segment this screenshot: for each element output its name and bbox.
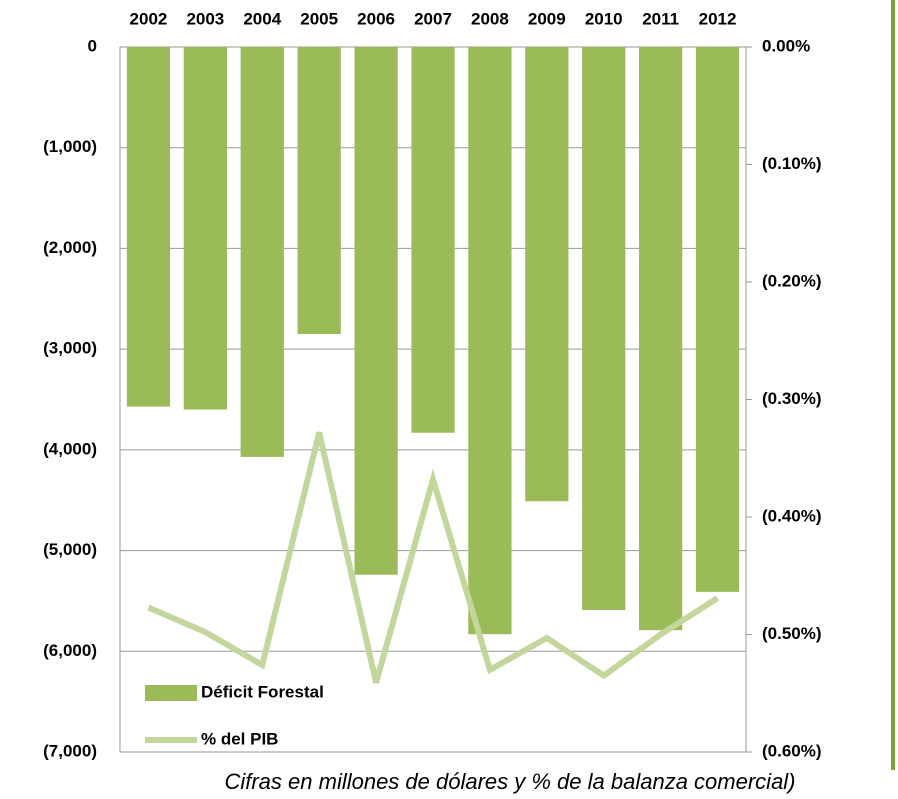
x-tick-label: 2010 [585, 9, 623, 28]
y2-tick-label: (0.60%) [762, 741, 822, 760]
y-tick-label: (1,000) [43, 137, 97, 156]
bar [241, 47, 284, 457]
y-tick-label: 0 [88, 36, 97, 55]
x-tick-label: 2012 [699, 9, 737, 28]
legend-swatch [145, 685, 197, 701]
bar [696, 47, 739, 592]
y2-tick-label: (0.20%) [762, 271, 822, 290]
y-tick-label: (5,000) [43, 540, 97, 559]
y2-tick-label: (0.10%) [762, 154, 822, 173]
line [148, 432, 717, 682]
y-tick-label: (3,000) [43, 339, 97, 358]
x-tick-label: 2004 [243, 9, 281, 28]
caption: Cifras en millones de dólares y % de la … [224, 769, 795, 794]
bar [184, 47, 227, 410]
bar [354, 47, 397, 575]
chart: Cifras en millones de dólares y % de la … [0, 0, 898, 799]
y2-tick-label: (0.50%) [762, 624, 822, 643]
y2-tick-label: (0.30%) [762, 389, 822, 408]
y-tick-label: (6,000) [43, 641, 97, 660]
legend-label: Déficit Forestal [201, 682, 324, 701]
bar [127, 47, 170, 407]
x-tick-label: 2002 [130, 9, 168, 28]
bar [525, 47, 568, 501]
x-tick-label: 2006 [357, 9, 395, 28]
x-tick-label: 2008 [471, 9, 509, 28]
x-tick-label: 2007 [414, 9, 452, 28]
y2-tick-label: 0.00% [762, 36, 810, 55]
y2-tick-label: (0.40%) [762, 506, 822, 525]
bar [298, 47, 341, 334]
y-tick-label: (4,000) [43, 439, 97, 458]
legend-label: % del PIB [201, 729, 278, 748]
x-tick-label: 2009 [528, 9, 566, 28]
bar [468, 47, 511, 634]
bar [639, 47, 682, 630]
x-tick-label: 2011 [642, 9, 679, 28]
bar [582, 47, 625, 610]
x-tick-label: 2005 [300, 9, 338, 28]
y-tick-label: (2,000) [43, 238, 97, 257]
y-tick-label: (7,000) [43, 741, 97, 760]
x-tick-label: 2003 [186, 9, 224, 28]
bar [411, 47, 454, 433]
